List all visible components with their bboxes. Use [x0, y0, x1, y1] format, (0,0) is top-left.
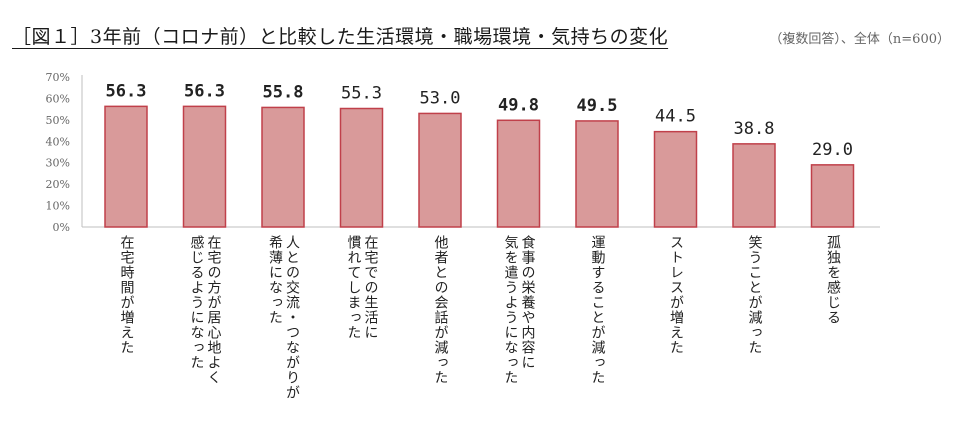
bar-value-label: 49.5 — [577, 96, 618, 116]
bar — [261, 106, 305, 228]
x-tick-label: 他者との会話が減った — [432, 235, 449, 385]
y-tick-label: 40% — [46, 135, 70, 148]
x-tick-label: 気を遣うようになった — [502, 235, 519, 385]
bar — [575, 120, 619, 228]
y-tick-label: 50% — [46, 114, 70, 127]
bar-value-label: 56.3 — [184, 81, 225, 101]
x-tick-label: 人との交流・つながりが — [284, 235, 300, 400]
bar-value-label: 29.0 — [812, 140, 853, 160]
x-tick-label: 笑うことが減った — [746, 235, 763, 355]
x-tick-label: 食事の栄養や内容に — [519, 235, 536, 370]
bar — [182, 105, 227, 228]
y-tick-label: 0% — [53, 221, 70, 234]
bar — [418, 112, 462, 228]
bar-value-label: 55.3 — [341, 84, 382, 104]
x-tick-label: 慣れてしまった — [345, 235, 362, 340]
chart-title: ［図１］3年前（コロナ前）と比較した生活環境・職場環境・気持ちの変化 — [12, 26, 669, 48]
x-tick-label: 孤独を感じる — [825, 235, 841, 325]
bar-chart-svg: 0% 10% 20% 30% 40% 50% 60% 70% 56.3 56.3 55.8 55.3 5… — [46, 71, 880, 234]
bar-value-label: 55.8 — [263, 82, 304, 102]
bar — [496, 119, 541, 228]
bar-value-label: 38.8 — [734, 119, 775, 139]
y-tick-label: 20% — [46, 178, 70, 191]
bar — [339, 107, 384, 228]
y-tick-label: 70% — [46, 71, 70, 84]
x-tick-label: ストレスが増えた — [668, 235, 684, 355]
x-tick-label: 運動することが減った — [589, 235, 606, 385]
bar — [653, 130, 698, 228]
chart-header: ［図１］3年前（コロナ前）と比較した生活環境・職場環境・気持ちの変化 （複数回答… — [12, 4, 956, 48]
bar — [104, 105, 148, 228]
x-tick-label: 在宅での生活に — [362, 235, 379, 340]
bar-value-label: 49.8 — [498, 95, 539, 115]
chart-subtitle: （複数回答）、全体（n=600） — [769, 32, 950, 47]
x-tick-label: 希薄になった — [267, 235, 283, 325]
x-tick-label: 在宅時間が増えた — [118, 235, 135, 355]
y-tick-label: 60% — [46, 92, 70, 105]
y-tick-label: 10% — [46, 200, 70, 213]
bar-value-label: 53.0 — [420, 88, 461, 108]
bar — [732, 143, 776, 228]
bar-chart: 0% 10% 20% 30% 40% 50% 60% 70% 56.3 56.3 55.8 55.3 5… — [0, 60, 960, 430]
x-tick-label: 感じるようになった — [188, 235, 205, 370]
x-tick-label: 在宅の方が居心地よく — [205, 235, 222, 385]
bar-value-label: 44.5 — [655, 107, 696, 127]
bar-value-label: 56.3 — [106, 81, 147, 101]
y-tick-label: 30% — [46, 157, 70, 170]
bar — [810, 164, 855, 228]
